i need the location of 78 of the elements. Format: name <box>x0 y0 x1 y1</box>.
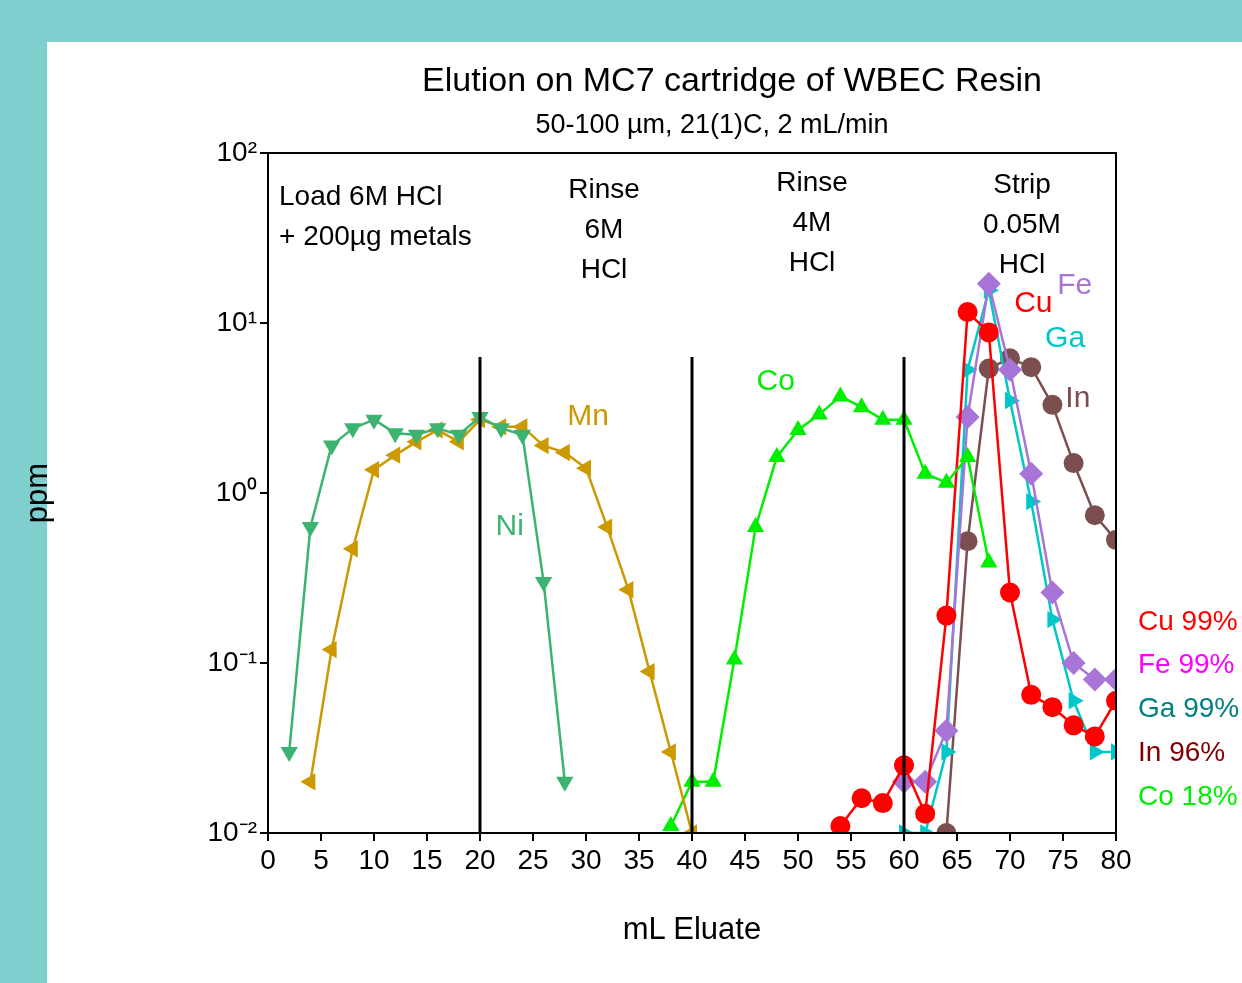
point <box>936 605 957 626</box>
point <box>597 518 613 536</box>
y-tick-label: 10⁻¹ <box>207 645 257 677</box>
annotation: Rinse 4M HCl <box>776 165 848 277</box>
point <box>998 357 1022 382</box>
x-tick-label: 20 <box>464 843 496 875</box>
point <box>1061 651 1086 675</box>
point <box>872 793 893 814</box>
chart-subtitle: 50-100 µm, 21(1)C, 2 mL/min <box>535 109 889 140</box>
series-label: Mn <box>567 398 609 432</box>
point <box>1021 684 1042 705</box>
point <box>957 302 978 323</box>
series-label: In <box>1065 379 1091 413</box>
text: Ga 99% <box>1138 692 1240 724</box>
text: Co 18% <box>1138 779 1238 811</box>
y-tick-label: 10⁰ <box>215 475 257 507</box>
point <box>660 743 676 761</box>
point <box>851 788 872 809</box>
point <box>1021 357 1042 378</box>
x-tick-label: 60 <box>888 843 920 875</box>
x-tick-label: 10 <box>358 843 390 875</box>
point <box>957 531 978 552</box>
x-tick-label: 50 <box>782 843 814 875</box>
x-tick-label: 5 <box>313 843 329 875</box>
x-axis-title: mL Eluate <box>622 910 762 946</box>
point <box>639 662 655 681</box>
x-tick-label: 45 <box>729 843 761 875</box>
point <box>533 436 549 455</box>
point <box>976 271 1001 296</box>
point <box>1082 667 1107 692</box>
point <box>1000 582 1020 603</box>
point <box>934 718 959 743</box>
y-tick-label: 10² <box>216 135 257 167</box>
x-tick-label: 70 <box>994 843 1026 875</box>
point <box>1063 453 1084 474</box>
point <box>321 640 337 659</box>
annotation: Rinse 6M HCl <box>568 172 640 284</box>
x-tick-label: 30 <box>570 843 602 875</box>
x-tick-label: 35 <box>623 843 655 875</box>
point <box>955 404 980 429</box>
point <box>915 803 936 824</box>
x-tick-label: 25 <box>517 843 549 875</box>
point <box>300 773 316 791</box>
annotation: Load 6M HCl + 200µg metals <box>279 179 472 251</box>
y-axis-title: ppm <box>19 462 55 524</box>
x-tick-label: 55 <box>835 843 867 875</box>
point <box>342 540 358 558</box>
series-label: Co <box>756 363 795 397</box>
series-label: Cu <box>1014 284 1053 318</box>
point <box>364 461 379 479</box>
x-tick-label: 80 <box>1100 843 1132 875</box>
point <box>576 459 591 477</box>
point <box>1063 715 1084 736</box>
point <box>385 446 401 464</box>
series-label: Ni <box>495 508 524 542</box>
point <box>1042 697 1063 718</box>
text: Cu 99% <box>1138 604 1238 636</box>
point <box>618 581 634 599</box>
x-tick-label: 65 <box>941 843 973 875</box>
x-tick-label: 75 <box>1047 843 1079 875</box>
point <box>1084 505 1105 526</box>
series-label: Ga <box>1045 319 1086 353</box>
chart-title: Elution on MC7 cartridge of WBEC Resin <box>422 60 1042 99</box>
y-tick-label: 10¹ <box>216 305 257 337</box>
x-tick-label: 40 <box>676 843 708 875</box>
point <box>978 322 999 343</box>
point <box>1040 580 1065 605</box>
text: In 96% <box>1138 735 1226 767</box>
point <box>1019 461 1044 486</box>
point <box>554 443 570 462</box>
text: Fe 99% <box>1138 648 1235 680</box>
x-tick-label: 15 <box>411 843 443 875</box>
point <box>830 815 851 833</box>
point <box>1042 394 1063 415</box>
point <box>1089 743 1105 761</box>
y-tick-label: 10⁻² <box>207 815 257 847</box>
x-tick-label: 0 <box>260 843 276 875</box>
point <box>1084 726 1105 747</box>
